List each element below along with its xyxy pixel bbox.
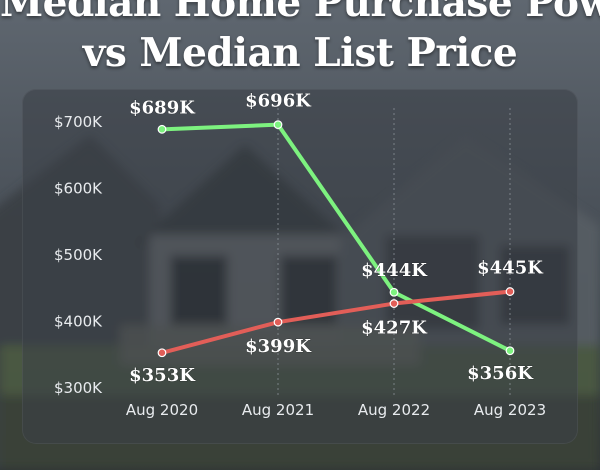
purchase_power-data-label: $696K (245, 91, 312, 112)
list_price-data-label: $445K (477, 258, 544, 279)
y-tick-label: $400K (54, 313, 103, 331)
list_price-data-label: $399K (245, 336, 312, 357)
y-tick-label: $300K (54, 379, 103, 397)
list_price-line (160, 289, 512, 355)
list_price-point (389, 299, 399, 308)
y-tick-label: $700K (54, 113, 103, 131)
purchase_power-line (160, 122, 512, 353)
purchase_power-point (389, 287, 399, 297)
list_price-point (157, 348, 167, 358)
list_price-point (505, 287, 515, 296)
x-tick-label: Aug 2020 (126, 401, 198, 419)
x-tick-label: Aug 2022 (358, 401, 430, 419)
purchase_power-point (273, 120, 283, 130)
purchase_power-data-label: $444K (361, 260, 428, 281)
x-tick-label: Aug 2021 (242, 401, 314, 419)
data-labels: $689K $696K $444K $356K $353K $399K $427K $445K (129, 90, 545, 386)
series-lines (157, 120, 515, 358)
purchase_power-point (157, 124, 167, 134)
y-tick-label: $500K (54, 246, 103, 264)
list_price-data-label: $427K (361, 318, 428, 339)
purchase_power-data-label: $689K (129, 97, 196, 118)
chart-title-line-1: Median Home Purchase Power (0, 0, 600, 26)
y-tick-label: $600K (54, 180, 103, 198)
chart-title-line-2: vs Median List Price (82, 30, 518, 76)
purchase_power-point (505, 346, 515, 356)
purchase_power-data-label: $356K (467, 363, 534, 384)
axis-labels: Aug 2020 Aug 2021 Aug 2022 Aug 2023 $700K $60… (54, 113, 546, 419)
chart-title: Median Home Purchase Power vs Median Lis… (0, 0, 600, 78)
list_price-point (273, 317, 283, 327)
gridlines (277, 108, 511, 396)
x-tick-label: Aug 2023 (474, 401, 546, 419)
list_price-data-label: $353K (129, 365, 196, 386)
chart-panel (22, 89, 578, 444)
